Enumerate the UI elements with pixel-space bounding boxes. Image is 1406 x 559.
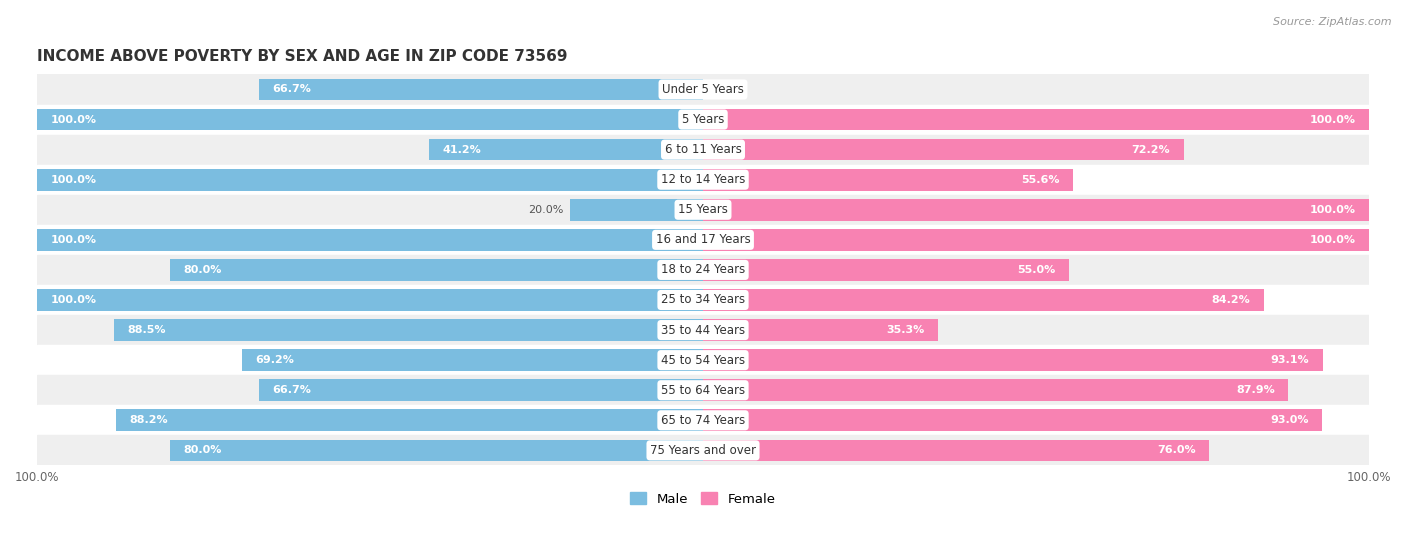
Text: 45 to 54 Years: 45 to 54 Years [661, 354, 745, 367]
Bar [37, 285, 1369, 315]
Text: 69.2%: 69.2% [256, 355, 294, 365]
Bar [37, 74, 1369, 105]
Bar [115, 409, 703, 431]
Text: 88.5%: 88.5% [127, 325, 166, 335]
Text: 100.0%: 100.0% [51, 175, 97, 184]
Text: 55 to 64 Years: 55 to 64 Years [661, 383, 745, 397]
Bar [703, 229, 1369, 250]
Bar [703, 139, 1184, 160]
Text: INCOME ABOVE POVERTY BY SEX AND AGE IN ZIP CODE 73569: INCOME ABOVE POVERTY BY SEX AND AGE IN Z… [37, 49, 568, 64]
Text: 35.3%: 35.3% [886, 325, 925, 335]
Bar [37, 345, 1369, 375]
Text: 55.6%: 55.6% [1021, 175, 1060, 184]
Text: 93.0%: 93.0% [1271, 415, 1309, 425]
Text: Under 5 Years: Under 5 Years [662, 83, 744, 96]
Text: 100.0%: 100.0% [1309, 205, 1355, 215]
Bar [703, 259, 1069, 281]
Text: 65 to 74 Years: 65 to 74 Years [661, 414, 745, 427]
Bar [703, 169, 1073, 191]
Bar [170, 439, 703, 461]
Text: 18 to 24 Years: 18 to 24 Years [661, 263, 745, 276]
Bar [37, 225, 1369, 255]
Text: 5 Years: 5 Years [682, 113, 724, 126]
Text: 55.0%: 55.0% [1018, 265, 1056, 275]
Text: 20.0%: 20.0% [527, 205, 564, 215]
Bar [170, 259, 703, 281]
Text: 100.0%: 100.0% [1309, 115, 1355, 125]
Bar [37, 165, 1369, 195]
Bar [37, 435, 1369, 466]
Bar [703, 289, 1264, 311]
Bar [259, 79, 703, 100]
Bar [37, 375, 1369, 405]
Text: 16 and 17 Years: 16 and 17 Years [655, 233, 751, 247]
Bar [703, 319, 938, 341]
Text: 80.0%: 80.0% [184, 446, 222, 456]
Legend: Male, Female: Male, Female [630, 492, 776, 506]
Bar [37, 255, 1369, 285]
Bar [703, 108, 1369, 130]
Text: 6 to 11 Years: 6 to 11 Years [665, 143, 741, 156]
Bar [37, 195, 1369, 225]
Text: 75 Years and over: 75 Years and over [650, 444, 756, 457]
Text: 100.0%: 100.0% [1309, 235, 1355, 245]
Text: 100.0%: 100.0% [51, 235, 97, 245]
Text: 80.0%: 80.0% [184, 265, 222, 275]
Bar [429, 139, 703, 160]
Text: 12 to 14 Years: 12 to 14 Years [661, 173, 745, 186]
Bar [37, 108, 703, 130]
Text: 76.0%: 76.0% [1157, 446, 1195, 456]
Bar [703, 199, 1369, 221]
Text: 0.0%: 0.0% [710, 84, 738, 94]
Bar [37, 169, 703, 191]
Bar [37, 135, 1369, 165]
Bar [37, 289, 703, 311]
Bar [703, 439, 1209, 461]
Bar [703, 380, 1288, 401]
Text: 41.2%: 41.2% [441, 145, 481, 155]
Bar [703, 349, 1323, 371]
Text: 93.1%: 93.1% [1271, 355, 1309, 365]
Text: 15 Years: 15 Years [678, 203, 728, 216]
Text: 25 to 34 Years: 25 to 34 Years [661, 293, 745, 306]
Bar [114, 319, 703, 341]
Text: Source: ZipAtlas.com: Source: ZipAtlas.com [1274, 17, 1392, 27]
Bar [569, 199, 703, 221]
Text: 84.2%: 84.2% [1212, 295, 1250, 305]
Text: 66.7%: 66.7% [273, 385, 311, 395]
Bar [259, 380, 703, 401]
Bar [703, 409, 1322, 431]
Text: 35 to 44 Years: 35 to 44 Years [661, 324, 745, 337]
Bar [242, 349, 703, 371]
Text: 100.0%: 100.0% [51, 115, 97, 125]
Bar [37, 229, 703, 250]
Text: 87.9%: 87.9% [1236, 385, 1275, 395]
Text: 66.7%: 66.7% [273, 84, 311, 94]
Bar [37, 105, 1369, 135]
Text: 100.0%: 100.0% [51, 295, 97, 305]
Text: 88.2%: 88.2% [129, 415, 167, 425]
Bar [37, 405, 1369, 435]
Bar [37, 315, 1369, 345]
Text: 72.2%: 72.2% [1132, 145, 1170, 155]
